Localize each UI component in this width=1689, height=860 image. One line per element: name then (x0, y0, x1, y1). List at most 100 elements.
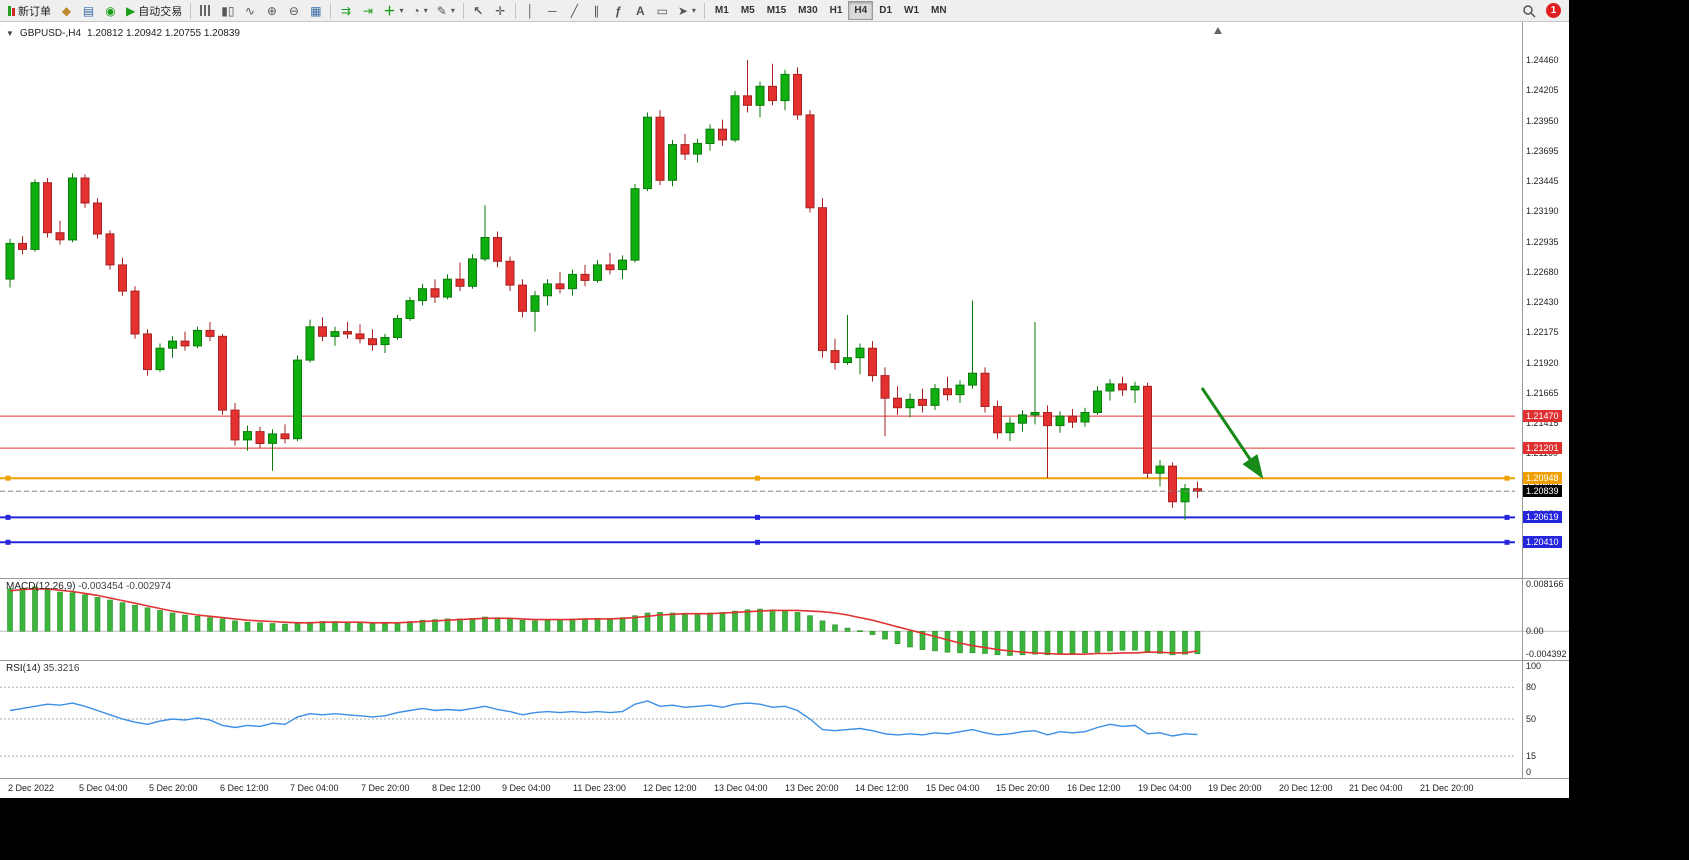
macd-indicator-label: MACD(12,26,9) -0.003454 -0.002974 (6, 581, 171, 592)
zoom-in-button[interactable]: ⊕ (261, 1, 282, 20)
tf-button-H1[interactable]: H1 (824, 1, 849, 20)
tf-button-M30[interactable]: M30 (792, 1, 823, 20)
horizontal-line-objects[interactable] (0, 415, 1515, 545)
macd-label-values: -0.003454 -0.002974 (78, 581, 172, 592)
market-depth-button[interactable]: ◆ (56, 1, 77, 20)
data-window-button[interactable]: ▤ (78, 1, 99, 20)
trendline-icon: ╱ (570, 3, 578, 18)
vertical-line-button[interactable]: │ (520, 1, 541, 20)
hline-price-tag: 1.21470 (1523, 410, 1562, 422)
cursor-icon: ↖ (473, 3, 484, 18)
tf-button-M1[interactable]: M1 (709, 1, 735, 20)
time-tick-label: 12 Dec 12:00 (643, 783, 697, 793)
hline-handle[interactable] (5, 475, 11, 481)
notification-badge[interactable]: 1 (1546, 3, 1561, 18)
rsi-axis-label: 50 (1526, 714, 1537, 724)
bar-chart-button[interactable] (195, 1, 216, 20)
macd-panel[interactable] (0, 578, 1569, 660)
hline-handle[interactable] (1504, 539, 1510, 545)
crosshair-icon: ✛ (495, 3, 506, 18)
shapes-icon: ➤ (677, 3, 688, 18)
rsi-panel[interactable] (0, 660, 1569, 778)
rsi-line (9, 700, 1198, 737)
hline-price-tag: 1.21201 (1523, 442, 1562, 454)
chart-area[interactable]: 1.24460 1.24205 1.23950 1.23695 1.23445 1.231… (0, 22, 1569, 798)
rsi-label-value: 35.3216 (43, 663, 80, 674)
toolbar-separator (330, 2, 332, 19)
hline-price-tag: 1.20619 (1523, 511, 1562, 523)
new-order-button[interactable]: 新订单 (4, 1, 55, 20)
time-tick-label: 6 Dec 12:00 (220, 783, 269, 793)
price-tick-label: 1.23190 (1526, 206, 1559, 216)
vertical-line-icon: │ (526, 3, 535, 18)
time-tick-label: 8 Dec 12:00 (432, 783, 481, 793)
main-toolbar: 新订单 ◆ ▤ ◉ ▶ 自动交易 ▮▯ ∿ ⊕ ⊖ ▦ ⇉ ⇥ ＋ ▾ ◔ ▾ ✎ ▾… (0, 0, 1569, 22)
tf-button-M15[interactable]: M15 (761, 1, 792, 20)
macd-axis-label: 0.008166 (1526, 579, 1564, 589)
price-axis[interactable]: 1.24460 1.24205 1.23950 1.23695 1.23445 1.231… (1523, 22, 1569, 778)
price-chart[interactable] (0, 22, 1569, 578)
time-tick-label: 11 Dec 23:00 (573, 783, 626, 793)
text-label-icon: ▭ (656, 3, 668, 18)
candlestick-chart-button[interactable]: ▮▯ (217, 1, 238, 20)
hline-handle[interactable] (1504, 514, 1510, 520)
text-label-button[interactable]: ▭ (652, 1, 673, 20)
bid-price-tag: 1.20839 (1523, 485, 1562, 497)
cursor-button[interactable]: ↖ (468, 1, 489, 20)
auto-trading-button[interactable]: ▶ 自动交易 (122, 1, 186, 20)
hline-handle[interactable] (1504, 475, 1510, 481)
zoom-out-button[interactable]: ⊖ (283, 1, 304, 20)
arrow-annotation[interactable] (1200, 387, 1264, 479)
chart-shift-marker[interactable] (1214, 27, 1222, 34)
tf-button-W1[interactable]: W1 (898, 1, 925, 20)
chart-shift-button[interactable]: ⇥ (357, 1, 378, 20)
channel-icon: ∥ (593, 3, 600, 18)
macd-label-name: MACD(12,26,9) (6, 581, 76, 592)
tf-button-M5[interactable]: M5 (735, 1, 761, 20)
hline-handle[interactable] (755, 514, 760, 520)
channel-button[interactable]: ∥ (586, 1, 607, 20)
indicators-button[interactable]: ＋ ▾ (379, 1, 407, 20)
hline-handle[interactable] (755, 475, 760, 481)
price-tick-label: 1.21920 (1526, 358, 1559, 368)
symbol-dropdown-icon[interactable]: ▼ (6, 29, 14, 38)
price-tick-label: 1.23950 (1526, 116, 1559, 126)
time-tick-label: 5 Dec 04:00 (79, 783, 128, 793)
time-tick-label: 13 Dec 04:00 (714, 783, 768, 793)
time-axis[interactable]: 2 Dec 2022 5 Dec 04:00 5 Dec 20:00 6 Dec 12… (0, 778, 1569, 798)
new-order-icon (8, 5, 15, 16)
templates-button[interactable]: ✎ ▾ (433, 1, 459, 20)
crosshair-button[interactable]: ✛ (490, 1, 511, 20)
trendline-button[interactable]: ╱ (564, 1, 585, 20)
hline-handle[interactable] (5, 514, 11, 520)
horizontal-line-icon: ─ (548, 3, 557, 18)
refresh-button[interactable]: ◉ (100, 1, 121, 20)
price-tick-label: 1.21665 (1526, 388, 1559, 398)
line-chart-button[interactable]: ∿ (239, 1, 260, 20)
ohlc-readout: 1.20812 1.20942 1.20755 1.20839 (87, 28, 240, 39)
time-tick-label: 9 Dec 04:00 (502, 783, 551, 793)
time-tick-label: 15 Dec 20:00 (996, 783, 1050, 793)
toolbar-right-group: 1 (1518, 1, 1565, 20)
hline-handle[interactable] (5, 539, 11, 545)
time-tick-label: 7 Dec 20:00 (361, 783, 410, 793)
auto-trading-label: 自动交易 (138, 5, 183, 18)
periods-button[interactable]: ◔ ▾ (408, 1, 431, 20)
auto-scroll-button[interactable]: ⇉ (335, 1, 356, 20)
horizontal-line-button[interactable]: ─ (542, 1, 563, 20)
tile-windows-button[interactable]: ▦ (305, 1, 326, 20)
hline-handle[interactable] (755, 539, 760, 545)
rsi-indicator-label: RSI(14) 35.3216 (6, 663, 79, 674)
price-tick-label: 1.21415 (1526, 418, 1559, 428)
tf-button-MN[interactable]: MN (925, 1, 953, 20)
fibonacci-button[interactable]: ƒ (608, 1, 629, 20)
tf-button-D1[interactable]: D1 (873, 1, 898, 20)
fibonacci-icon: ƒ (614, 3, 622, 18)
tf-button-H4[interactable]: H4 (848, 1, 874, 20)
text-button[interactable]: A (630, 1, 651, 20)
time-tick-label: 20 Dec 12:00 (1279, 783, 1333, 793)
auto-scroll-icon: ⇉ (340, 3, 351, 18)
shapes-button[interactable]: ➤ ▾ (674, 1, 700, 20)
search-button[interactable] (1518, 1, 1540, 20)
macd-histogram (7, 586, 1201, 656)
